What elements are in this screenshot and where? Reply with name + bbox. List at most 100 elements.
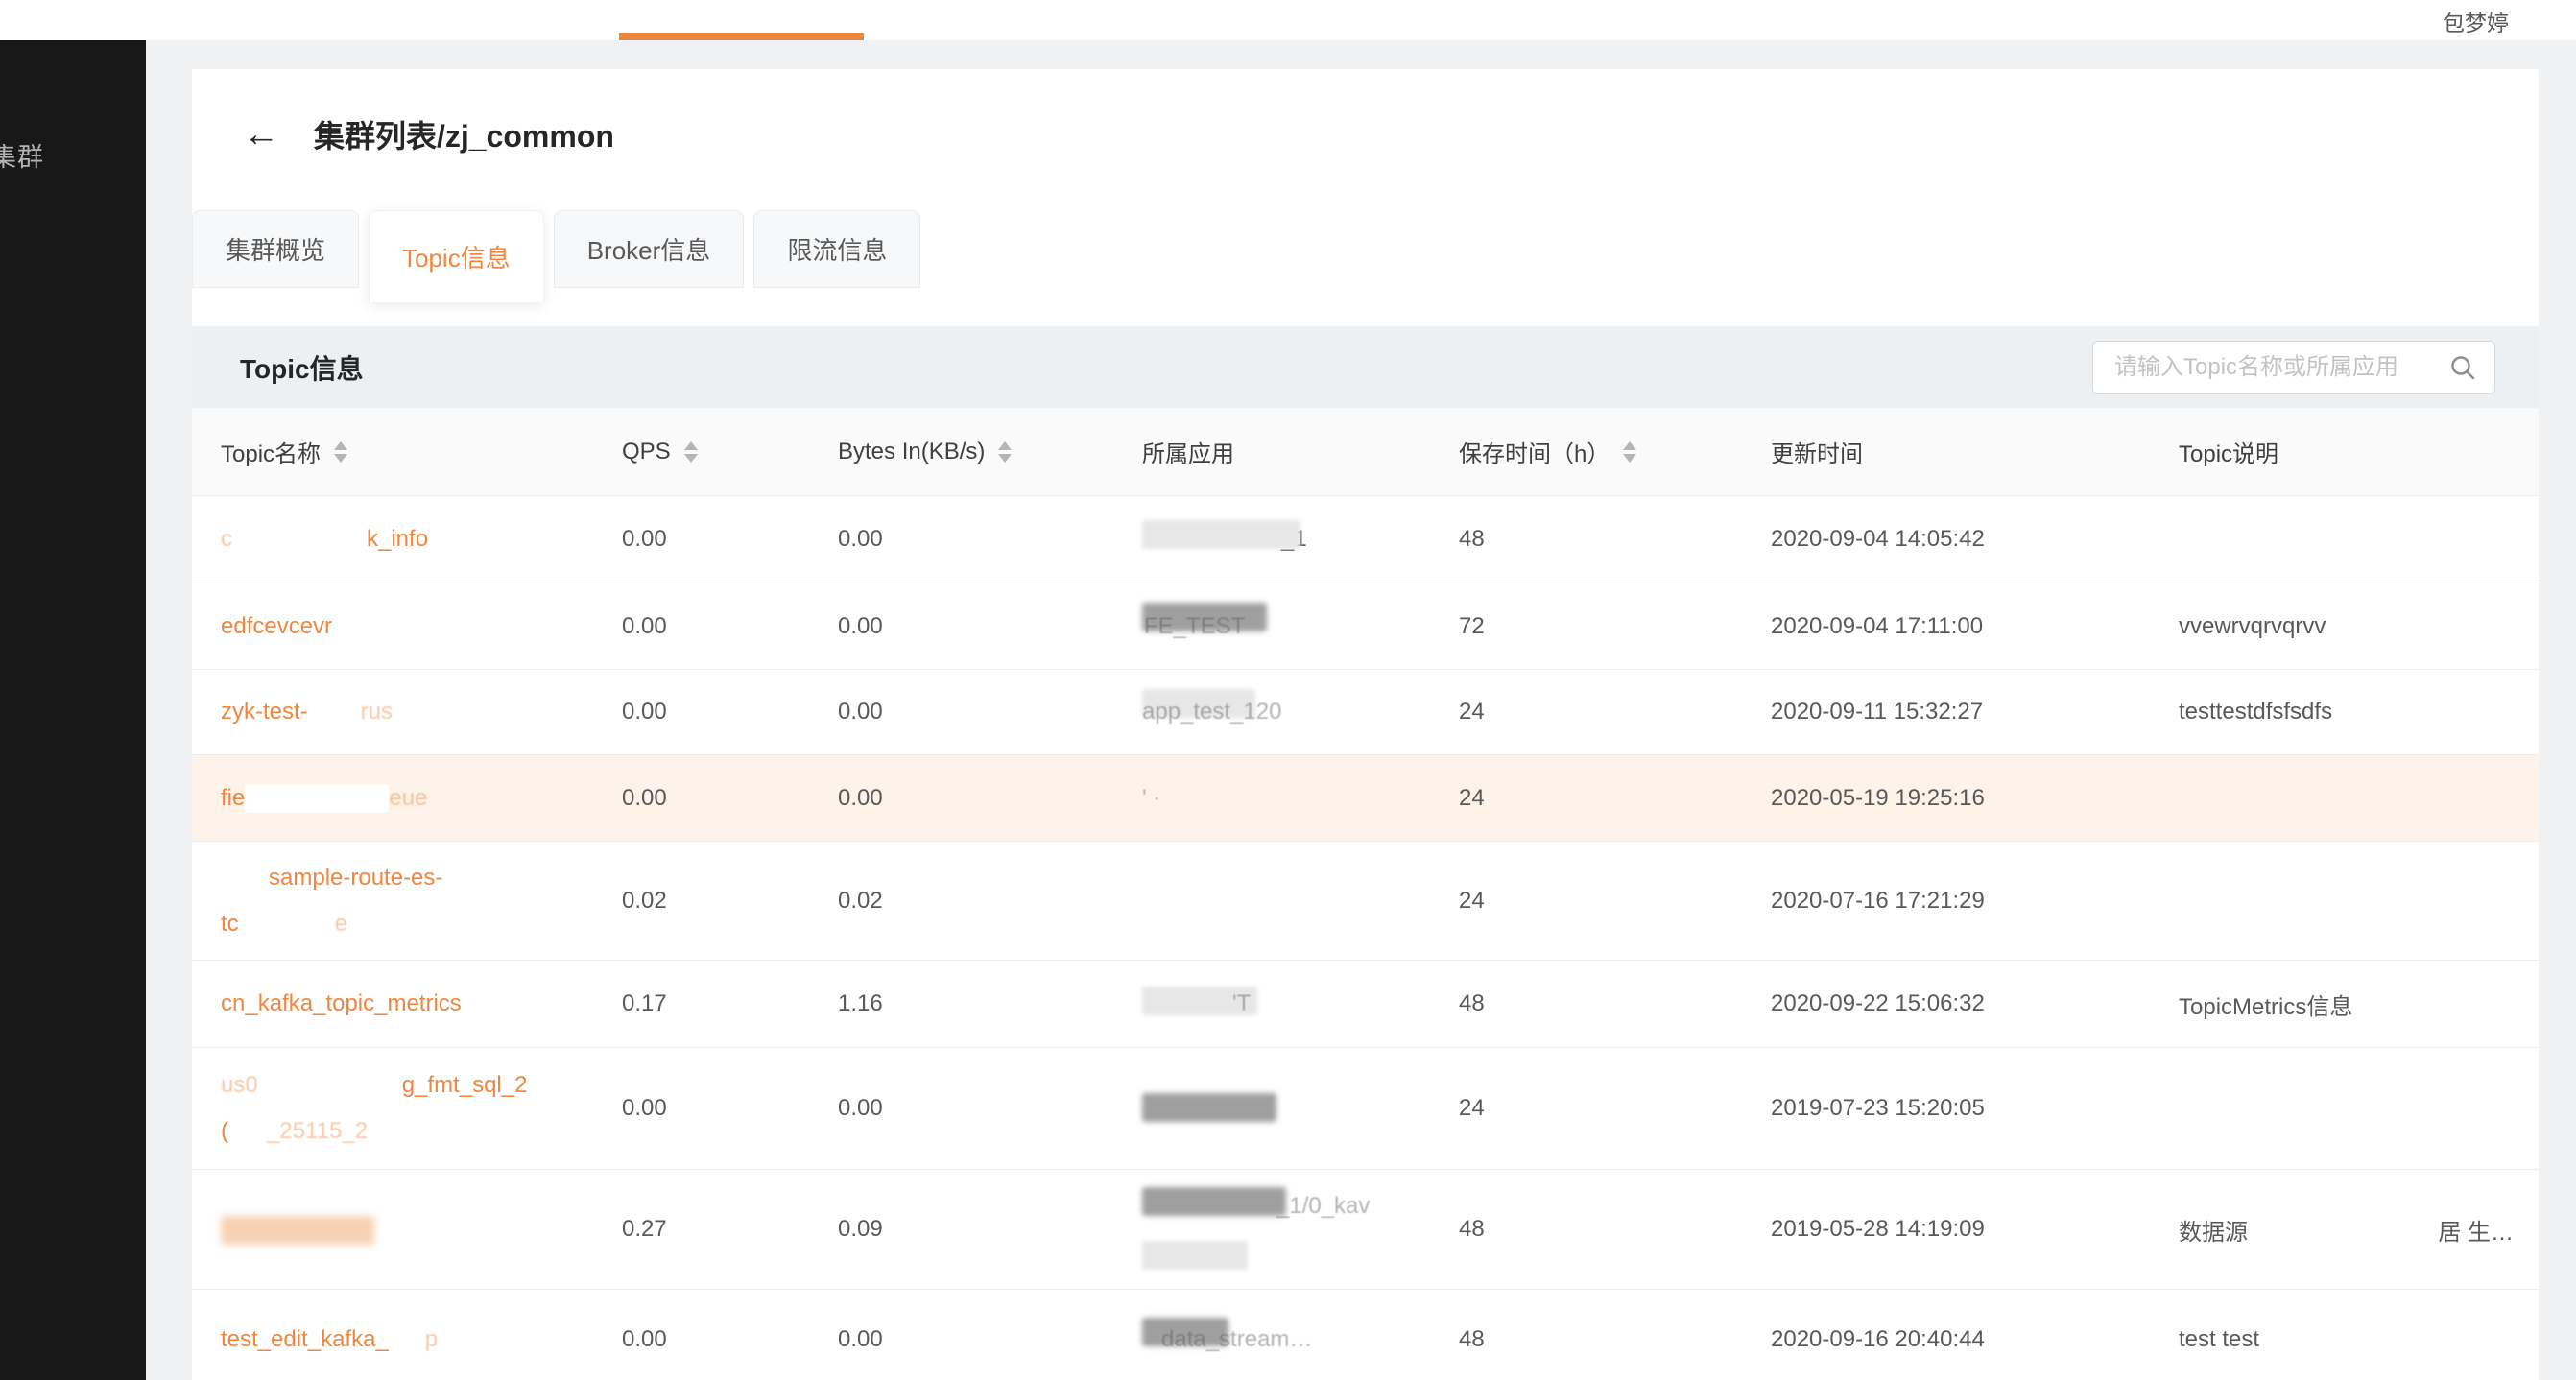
app-cell: r_1 [1142, 519, 1459, 558]
sidebar-item-cluster[interactable]: 集群 [0, 143, 44, 172]
sort-icon[interactable] [683, 440, 698, 463]
app-cell [1142, 1090, 1459, 1127]
col-topic-name: Topic名称 [221, 435, 622, 468]
app-cell: ' · [1142, 780, 1459, 817]
retention-cell: 24 [1459, 887, 1485, 914]
topic-link[interactable]: eue [389, 784, 428, 811]
topic-link[interactable]: k_info [367, 526, 429, 552]
redacted-app-name [1142, 1092, 1276, 1122]
topic-link[interactable]: test_edit_kafka_ [221, 1325, 389, 1352]
updated-time-cell: 2020-05-19 19:25:16 [1771, 784, 1985, 811]
col-desc: Topic说明 [2179, 441, 2279, 467]
topic-link[interactable]: p [424, 1325, 439, 1352]
topic-link[interactable]: c [221, 526, 232, 552]
retention-cell: 24 [1459, 1095, 1485, 1121]
col-qps: QPS [622, 439, 838, 465]
topic-link[interactable]: us0 [221, 1072, 258, 1098]
qps-cell: 0.02 [622, 887, 667, 914]
retention-cell: 48 [1459, 526, 1485, 552]
bytes-in-cell: 0.00 [838, 526, 883, 552]
redacted-app-name [1142, 603, 1267, 632]
retention-cell: 72 [1459, 612, 1485, 639]
redacted-topic-name [257, 1071, 402, 1101]
topic-desc-cell: testtestdfsfsdfs [2179, 699, 2539, 726]
redacted-topic-name [221, 1215, 374, 1245]
topic-link[interactable]: fie [221, 784, 246, 811]
topic-desc-text: testtestdfsfsdfs [2179, 699, 2333, 725]
topic-name-cell [221, 1211, 622, 1248]
updated-time-cell: 2020-09-22 15:06:32 [1771, 990, 1985, 1016]
topic-link[interactable]: rus [360, 699, 394, 725]
tab-cluster-overview[interactable]: 集群概览 [192, 210, 360, 288]
sort-icon[interactable] [1623, 440, 1637, 463]
page-header: ← 集群列表/zj_common [243, 98, 614, 171]
qps-cell: 0.00 [622, 784, 667, 811]
retention-cell: 48 [1459, 1216, 1485, 1242]
redacted-topic-name [388, 1325, 425, 1355]
app-name-text: FE_TEST [1144, 612, 1246, 639]
topic-search-box[interactable] [2092, 340, 2495, 394]
topnav-active-indicator[interactable] [619, 33, 864, 40]
topic-name-cell: cn_kafka_topic_metrics [221, 986, 622, 1022]
app-name-text: app_test_120 [1142, 699, 1282, 725]
col-retention: 保存时间（h） [1459, 435, 1771, 468]
topic-link[interactable]: g_fmt_sql_2 [401, 1072, 528, 1098]
redacted-topic-name [238, 910, 335, 940]
app-name-text: data_stream… [1161, 1325, 1313, 1352]
topic-link[interactable]: cn_kafka_topic_metrics [221, 990, 462, 1016]
tab-throttle-info[interactable]: 限流信息 [753, 210, 921, 288]
topic-link[interactable]: e [334, 910, 348, 937]
bytes-in-cell: 0.00 [838, 699, 883, 725]
redacted-app-name [1142, 688, 1255, 718]
redacted-app-name [1142, 1186, 1286, 1216]
tab-bar: 集群概览 Topic信息 Broker信息 限流信息 [192, 210, 921, 302]
tab-broker-info[interactable]: Broker信息 [553, 210, 745, 288]
qps-cell: 0.00 [622, 1095, 667, 1121]
topic-link[interactable]: _25115_2 [267, 1118, 368, 1144]
retention-cell: 24 [1459, 699, 1485, 725]
topic-name-cell: edfcevcevr [221, 608, 622, 645]
back-icon[interactable]: ← [243, 114, 279, 155]
updated-time-cell: 2019-07-23 15:20:05 [1771, 1095, 1985, 1121]
user-name[interactable]: 包梦婷 [2443, 11, 2509, 36]
app-cell: data_stream… [1142, 1318, 1459, 1358]
topic-name-cell: sample-route-es-tc e [221, 860, 622, 942]
app-cell: app_test_120 [1142, 688, 1459, 730]
topic-name-cell: test_edit_kafka_ p [221, 1321, 622, 1358]
bytes-in-cell: 1.16 [838, 990, 883, 1016]
qps-cell: 0.00 [622, 612, 667, 639]
updated-time-cell: 2020-09-04 17:11:00 [1771, 612, 1984, 639]
retention-cell: 24 [1459, 784, 1485, 811]
topic-link[interactable]: zyk-test- [221, 699, 308, 725]
redacted-app-name [1142, 1318, 1228, 1347]
topic-link[interactable]: edfcevcevr [221, 612, 333, 639]
app-cell: _1/0_kav [1142, 1186, 1459, 1271]
topic-link[interactable]: sample-route-es- [269, 864, 443, 891]
table-row: edfcevcevr 0.00 0.00 FE_TEST 72 2020-09-04 17… [192, 583, 2539, 670]
app-name-text: _1/0_kav [1276, 1193, 1371, 1219]
redacted-app-name [1142, 1240, 1248, 1270]
redacted-topic-name [307, 698, 361, 727]
sort-icon[interactable] [998, 440, 1013, 463]
redacted-app-name [1142, 519, 1300, 549]
table-row: zyk-test-rus 0.00 0.00 app_test_120 24 2020-0… [192, 670, 2539, 755]
table-row: test_edit_kafka_ p 0.00 0.00 data_stream… 48 2… [192, 1290, 2539, 1380]
tab-topic-info[interactable]: Topic信息 [369, 210, 544, 302]
sort-icon[interactable] [334, 440, 348, 463]
bytes-in-cell: 0.00 [838, 1095, 883, 1121]
topic-link[interactable]: tc [221, 910, 239, 937]
bytes-in-cell: 0.09 [838, 1216, 883, 1242]
topic-link[interactable]: ( [221, 1118, 228, 1144]
search-icon[interactable] [2448, 353, 2477, 382]
topic-search-input[interactable] [2093, 353, 2448, 381]
topic-desc-text: 数据源 [2179, 1219, 2248, 1246]
topic-desc-cell: TopicMetrics信息 [2179, 987, 2539, 1021]
col-updated: 更新时间 [1771, 441, 1863, 467]
qps-cell: 0.00 [622, 1325, 667, 1352]
app-cell: 'T [1142, 986, 1459, 1022]
qps-cell: 0.17 [622, 990, 667, 1016]
col-app: 所属应用 [1142, 441, 1234, 467]
table-row: c k_info 0.00 0.00 r_148 2020-09-04 14:05:42 [192, 496, 2539, 583]
table-header: Topic名称 QPS Bytes In(KB/s) 所属应用 保存时间（h） … [192, 408, 2539, 496]
